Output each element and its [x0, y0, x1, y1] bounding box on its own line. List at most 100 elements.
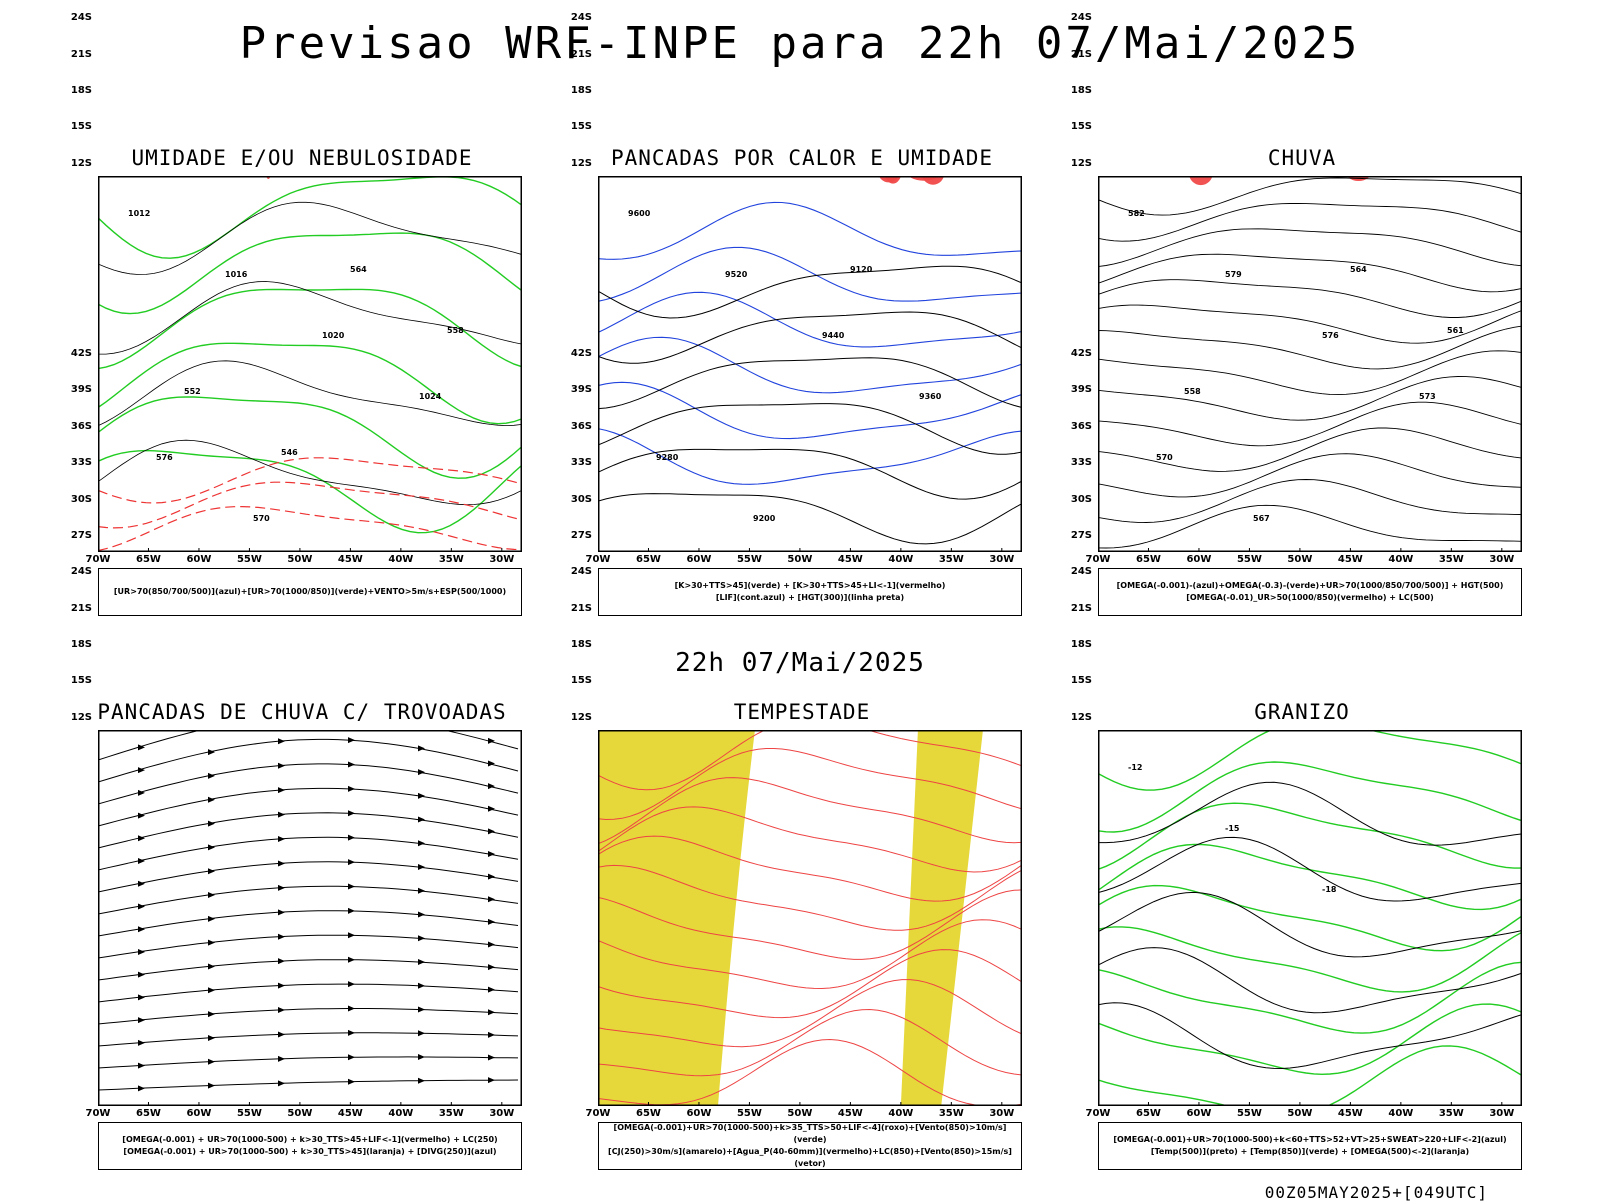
lon-tick-label: 35W [1436, 554, 1466, 565]
contour-label: 9120 [850, 265, 873, 274]
panel-title: UMIDADE E/OU NEBULOSIDADE [82, 146, 522, 170]
lon-tick-label: 45W [1335, 1108, 1365, 1119]
legend-line-1: [K>30+TTS>45](verde) + [K>30+TTS>45+LI<-… [675, 580, 946, 592]
contour-label: 570 [253, 514, 270, 523]
lon-tick-label: 65W [633, 1108, 663, 1119]
panel-title: PANCADAS POR CALOR E UMIDADE [582, 146, 1022, 170]
lon-tick-label: 45W [335, 1108, 365, 1119]
lon-tick-label: 45W [1335, 554, 1365, 565]
lon-tick-label: 50W [1285, 1108, 1315, 1119]
lat-tick-label: 30S [562, 494, 592, 505]
lat-tick-label: 18S [1062, 85, 1092, 96]
contour-label: 567 [1253, 514, 1270, 523]
contour-label: 576 [1322, 331, 1339, 340]
lon-tick-label: 70W [83, 1108, 113, 1119]
lon-tick-label: 35W [436, 554, 466, 565]
contour-label: 564 [1350, 265, 1367, 274]
lat-tick-label: 36S [562, 421, 592, 432]
lon-tick-label: 50W [285, 554, 315, 565]
lon-tick-label: 35W [936, 1108, 966, 1119]
lon-tick-label: 35W [1436, 1108, 1466, 1119]
contour-label: -15 [1225, 824, 1240, 833]
lon-tick-label: 55W [1234, 554, 1264, 565]
lat-tick-label: 12S [62, 712, 92, 723]
contour-label: 561 [1447, 326, 1464, 335]
lon-tick-label: 60W [684, 554, 714, 565]
lon-tick-label: 40W [886, 1108, 916, 1119]
lon-tick-label: 60W [184, 1108, 214, 1119]
lat-tick-label: 12S [1062, 158, 1092, 169]
lat-tick-label: 21S [1062, 603, 1092, 614]
contour-label: 576 [156, 453, 173, 462]
lon-tick-label: 35W [436, 1108, 466, 1119]
lon-tick-label: 55W [234, 1108, 264, 1119]
contour-label: 9520 [725, 270, 748, 279]
mid-date-label: 22h 07/Mai/2025 [0, 648, 1600, 678]
contour-label: -12 [1128, 763, 1142, 772]
contour-label: 579 [1225, 270, 1242, 279]
lon-tick-label: 40W [1386, 1108, 1416, 1119]
lon-tick-label: 30W [1487, 554, 1517, 565]
lon-tick-label: 45W [835, 554, 865, 565]
lat-tick-label: 30S [1062, 494, 1092, 505]
forecast-map [98, 730, 522, 1106]
lat-tick-label: 21S [62, 49, 92, 60]
lat-tick-label: 18S [562, 639, 592, 650]
legend-line-1: [OMEGA(-0.001) + UR>70(1000-500) + k>30_… [122, 1134, 497, 1146]
panel-legend: [OMEGA(-0.001)-(azul)+OMEGA(-0.3)-(verde… [1098, 568, 1522, 616]
lon-tick-label: 40W [886, 554, 916, 565]
lon-tick-label: 50W [785, 554, 815, 565]
lon-tick-label: 55W [734, 554, 764, 565]
lon-tick-label: 55W [734, 1108, 764, 1119]
contour-label: 582 [1128, 209, 1145, 218]
forecast-map [598, 730, 1022, 1106]
panel-legend: [UR>70(850/700/500)](azul)+[UR>70(1000/8… [98, 568, 522, 616]
lat-tick-label: 24S [562, 12, 592, 23]
legend-line-2: [CJ(250)>30m/s](amarelo)+[Agua_P(40-60mm… [599, 1146, 1021, 1170]
lon-tick-label: 70W [83, 554, 113, 565]
panel-legend: [OMEGA(-0.001)+UR>70(1000-500)+k>35_TTS>… [598, 1122, 1022, 1170]
lon-tick-label: 65W [133, 1108, 163, 1119]
lat-tick-label: 36S [1062, 421, 1092, 432]
lon-tick-label: 45W [835, 1108, 865, 1119]
contour-label: 573 [1419, 392, 1436, 401]
lon-tick-label: 30W [1487, 1108, 1517, 1119]
lat-tick-label: 18S [62, 639, 92, 650]
lon-tick-label: 70W [583, 1108, 613, 1119]
contour-label: 9440 [822, 331, 845, 340]
lon-tick-label: 40W [386, 554, 416, 565]
lon-tick-label: 60W [184, 554, 214, 565]
lat-tick-label: 27S [62, 530, 92, 541]
forecast-map: -12 -15 -18 [1098, 730, 1522, 1106]
lon-tick-label: 70W [1083, 554, 1113, 565]
lat-tick-label: 27S [1062, 530, 1092, 541]
lat-tick-label: 27S [562, 530, 592, 541]
contour-label: 564 [350, 265, 367, 274]
lon-tick-label: 35W [936, 554, 966, 565]
lat-tick-label: 33S [62, 457, 92, 468]
legend-line-2: [OMEGA(-0.01)_UR>50(1000/850)(vermelho) … [1186, 592, 1434, 604]
panel-title: TEMPESTADE [582, 700, 1022, 724]
contour-label: 9280 [656, 453, 679, 462]
contour-label: 1016 [225, 270, 248, 279]
page-title: Previsao WRF-INPE para 22h 07/Mai/2025 [0, 18, 1600, 69]
lon-tick-label: 30W [487, 1108, 517, 1119]
contour-label: 9600 [628, 209, 651, 218]
lon-tick-label: 30W [487, 554, 517, 565]
lon-tick-label: 45W [335, 554, 365, 565]
legend-line-2: [LIF](cont.azul) + [HGT(300)](linha pret… [716, 592, 904, 604]
lon-tick-label: 30W [987, 554, 1017, 565]
lon-tick-label: 65W [1133, 554, 1163, 565]
legend-line-1: [OMEGA(-0.001)+UR>70(1000-500)+k<60+TTS>… [1113, 1134, 1506, 1146]
contour-label: -18 [1322, 885, 1337, 894]
legend-line-1: [UR>70(850/700/500)](azul)+[UR>70(1000/8… [114, 586, 506, 598]
lon-tick-label: 30W [987, 1108, 1017, 1119]
panel-title: CHUVA [1082, 146, 1522, 170]
lon-tick-label: 50W [785, 1108, 815, 1119]
lat-tick-label: 12S [62, 158, 92, 169]
